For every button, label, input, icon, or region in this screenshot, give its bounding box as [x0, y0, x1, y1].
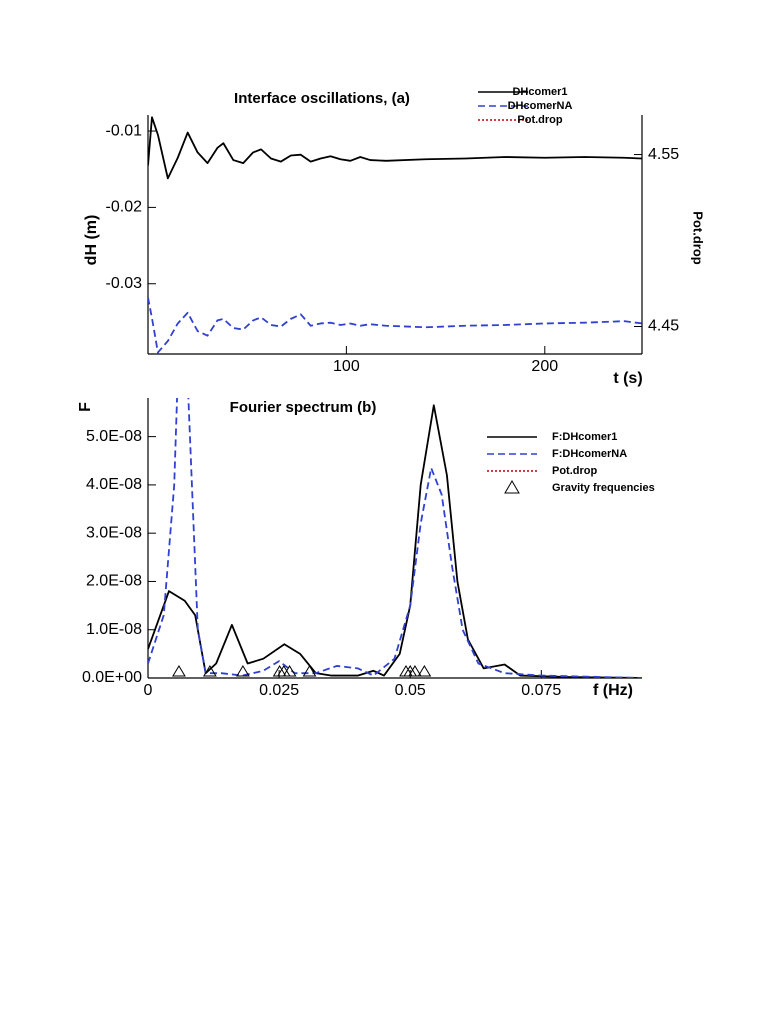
y-tick-label: 1.0E-08 — [86, 621, 142, 638]
y-axis-label: F — [77, 402, 94, 412]
y-axis-label: dH (m) — [83, 215, 100, 266]
chart-title: Fourier spectrum (b) — [230, 399, 377, 416]
series-line — [148, 404, 642, 678]
x-tick-label: 0.05 — [395, 682, 426, 699]
gravity-marker — [202, 665, 217, 677]
plot-area — [148, 398, 642, 678]
x-axis-label: t (s) — [613, 370, 642, 387]
y-tick-label: 2.0E-08 — [86, 573, 142, 590]
series-line — [148, 398, 642, 678]
y-tick-label: -0.02 — [106, 199, 143, 216]
legend-symbol — [504, 480, 520, 494]
x-tick-label: 0.075 — [521, 682, 561, 699]
y2-tick-label: 4.55 — [648, 146, 679, 163]
x-tick-label: 100 — [333, 358, 360, 375]
legend-label: F:DHcomerNA — [552, 448, 627, 460]
legend-label: F:DHcomer1 — [552, 431, 617, 443]
legend-label: Pot.drop — [552, 465, 597, 477]
legend-label: DHcomer1 — [512, 86, 567, 98]
y-tick-label: 0.0E+00 — [82, 669, 142, 686]
x-tick-label: 0 — [144, 682, 153, 699]
legend-label: Gravity frequencies — [552, 482, 655, 494]
gravity-marker — [236, 665, 250, 677]
x-axis-label: f (Hz) — [593, 682, 633, 699]
gravity-marker — [408, 665, 422, 677]
y-tick-label: 4.0E-08 — [86, 476, 142, 493]
x-tick-label: 0.025 — [259, 682, 299, 699]
gravity-marker — [282, 665, 297, 677]
plot-area — [148, 116, 642, 354]
y2-tick-label: 4.45 — [648, 318, 679, 335]
chart-title: Interface oscillations, (a) — [234, 90, 410, 107]
y2-axis-label: Pot.drop — [691, 211, 706, 264]
gravity-marker — [272, 665, 287, 677]
y-tick-label: 5.0E-08 — [86, 428, 142, 445]
gravity-marker — [172, 665, 186, 677]
legend-label: DHcomerNA — [508, 100, 573, 112]
gravity-marker — [302, 665, 317, 677]
legend-label: Pot.drop — [517, 114, 562, 126]
y-tick-label: -0.01 — [106, 122, 143, 139]
x-tick-label: 200 — [531, 358, 558, 375]
series-line — [148, 297, 642, 354]
y-tick-label: -0.03 — [106, 275, 143, 292]
gravity-marker — [417, 665, 432, 677]
y-tick-label: 3.0E-08 — [86, 524, 142, 541]
series-line — [148, 116, 642, 180]
